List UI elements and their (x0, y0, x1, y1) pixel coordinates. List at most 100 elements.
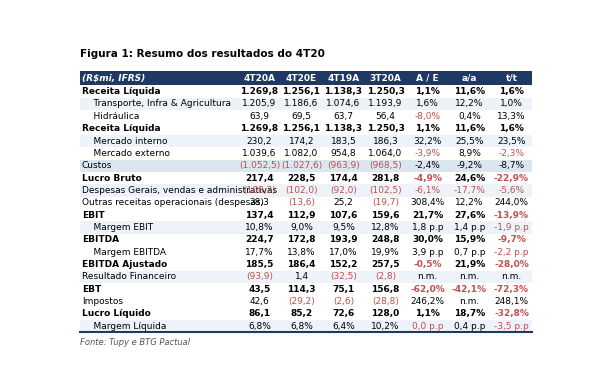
Text: Receita Líquida: Receita Líquida (82, 124, 160, 133)
Text: -28,0%: -28,0% (494, 260, 529, 269)
Text: 43,5: 43,5 (249, 285, 271, 294)
Text: -6,1%: -6,1% (414, 186, 441, 195)
Text: 21,9%: 21,9% (454, 260, 485, 269)
Text: 1.064,0: 1.064,0 (368, 149, 403, 158)
FancyBboxPatch shape (80, 86, 533, 98)
Text: 128,0: 128,0 (371, 309, 400, 318)
Text: -3,9%: -3,9% (414, 149, 441, 158)
Text: n.m.: n.m. (459, 297, 480, 306)
Text: 248,1%: 248,1% (494, 297, 529, 306)
Text: 186,3: 186,3 (373, 136, 399, 145)
Text: -2,4%: -2,4% (415, 161, 441, 170)
Text: 137,4: 137,4 (245, 211, 274, 220)
Text: 27,6%: 27,6% (454, 211, 485, 220)
FancyBboxPatch shape (80, 147, 533, 160)
Text: Hidráulica: Hidráulica (82, 112, 139, 121)
Text: (2,6): (2,6) (333, 297, 354, 306)
Text: 18,7%: 18,7% (454, 309, 485, 318)
Text: 1,1%: 1,1% (415, 309, 440, 318)
Text: 72,6: 72,6 (332, 309, 355, 318)
Text: 8,9%: 8,9% (458, 149, 481, 158)
Text: 1.256,1: 1.256,1 (282, 87, 320, 96)
Text: 1,6%: 1,6% (416, 99, 439, 108)
Text: 1.269,8: 1.269,8 (240, 124, 279, 133)
Text: 28,3: 28,3 (250, 198, 270, 207)
Text: 1,6%: 1,6% (499, 87, 524, 96)
Text: 17,7%: 17,7% (245, 248, 274, 256)
Text: 0,0 p.p: 0,0 p.p (412, 322, 443, 331)
Text: 1.082,0: 1.082,0 (284, 149, 318, 158)
Text: 246,2%: 246,2% (411, 297, 444, 306)
Text: -9,2%: -9,2% (456, 161, 482, 170)
Text: 32,2%: 32,2% (414, 136, 442, 145)
Text: 11,6%: 11,6% (454, 124, 485, 133)
FancyBboxPatch shape (80, 172, 533, 184)
Text: Fonte: Tupy e BTG Pactual: Fonte: Tupy e BTG Pactual (80, 338, 190, 347)
Text: Figura 1: Resumo dos resultados do 4T20: Figura 1: Resumo dos resultados do 4T20 (80, 49, 325, 59)
Text: n.m.: n.m. (459, 272, 480, 281)
Text: Custos: Custos (82, 161, 112, 170)
Text: -4,9%: -4,9% (413, 174, 442, 183)
Text: 1,1%: 1,1% (415, 87, 440, 96)
Text: 954,8: 954,8 (330, 149, 356, 158)
Text: Margem Líquida: Margem Líquida (82, 322, 166, 331)
Text: (R$mi, IFRS): (R$mi, IFRS) (82, 74, 146, 83)
Text: 69,5: 69,5 (291, 112, 311, 121)
Text: (1.052,5): (1.052,5) (239, 161, 280, 170)
FancyBboxPatch shape (80, 122, 533, 135)
Text: 86,1: 86,1 (249, 309, 271, 318)
Text: Lucro Líquido: Lucro Líquido (82, 309, 150, 318)
Text: -3,5 p.p: -3,5 p.p (494, 322, 529, 331)
Text: 0,4 p.p: 0,4 p.p (454, 322, 485, 331)
Text: (968,5): (968,5) (369, 161, 402, 170)
Text: 23,5%: 23,5% (497, 136, 526, 145)
Text: 1.269,8: 1.269,8 (240, 87, 279, 96)
Text: 15,9%: 15,9% (454, 235, 485, 244)
Text: Margem EBITDA: Margem EBITDA (82, 248, 166, 256)
FancyBboxPatch shape (80, 209, 533, 221)
Text: 4T20A: 4T20A (244, 74, 276, 83)
Text: 1.250,3: 1.250,3 (367, 87, 405, 96)
Text: 30,0%: 30,0% (412, 235, 443, 244)
Text: 248,8: 248,8 (371, 235, 400, 244)
Text: 217,4: 217,4 (245, 174, 274, 183)
Text: 3,9 p.p: 3,9 p.p (412, 248, 443, 256)
Text: 12,2%: 12,2% (455, 198, 483, 207)
Text: 1.256,1: 1.256,1 (282, 124, 320, 133)
Text: 21,7%: 21,7% (412, 211, 443, 220)
Text: 13,8%: 13,8% (287, 248, 316, 256)
Text: Transporte, Infra & Agricultura: Transporte, Infra & Agricultura (82, 99, 231, 108)
Text: 25,2: 25,2 (334, 198, 353, 207)
Text: 1.039,6: 1.039,6 (243, 149, 277, 158)
Text: 10,8%: 10,8% (245, 223, 274, 232)
Text: 1,4: 1,4 (294, 272, 309, 281)
Text: 174,2: 174,2 (289, 136, 314, 145)
Text: 24,6%: 24,6% (454, 174, 485, 183)
FancyBboxPatch shape (80, 246, 533, 258)
Text: 63,9: 63,9 (250, 112, 270, 121)
Text: -1,9 p.p: -1,9 p.p (494, 223, 529, 232)
Text: 193,9: 193,9 (329, 235, 358, 244)
Text: 156,8: 156,8 (371, 285, 400, 294)
Text: -42,1%: -42,1% (452, 285, 487, 294)
Text: (93,9): (93,9) (246, 272, 273, 281)
Text: 1.138,3: 1.138,3 (324, 124, 362, 133)
Text: -5,6%: -5,6% (498, 186, 524, 195)
Text: 112,9: 112,9 (287, 211, 316, 220)
Text: 3T20A: 3T20A (370, 74, 402, 83)
FancyBboxPatch shape (80, 184, 533, 197)
Text: (28,8): (28,8) (372, 297, 399, 306)
Text: (13,6): (13,6) (288, 198, 315, 207)
Text: 13,3%: 13,3% (497, 112, 526, 121)
Text: Impostos: Impostos (82, 297, 123, 306)
Text: (32,5): (32,5) (330, 272, 357, 281)
Text: EBITDA: EBITDA (82, 235, 119, 244)
Text: -17,7%: -17,7% (453, 186, 485, 195)
Text: 85,2: 85,2 (290, 309, 312, 318)
Text: t/t: t/t (506, 74, 518, 83)
Text: 257,5: 257,5 (371, 260, 400, 269)
Text: 308,4%: 308,4% (411, 198, 445, 207)
Text: -2,2 p.p: -2,2 p.p (494, 248, 529, 256)
Text: A / E: A / E (416, 74, 439, 83)
Text: 1,8 p.p: 1,8 p.p (412, 223, 443, 232)
